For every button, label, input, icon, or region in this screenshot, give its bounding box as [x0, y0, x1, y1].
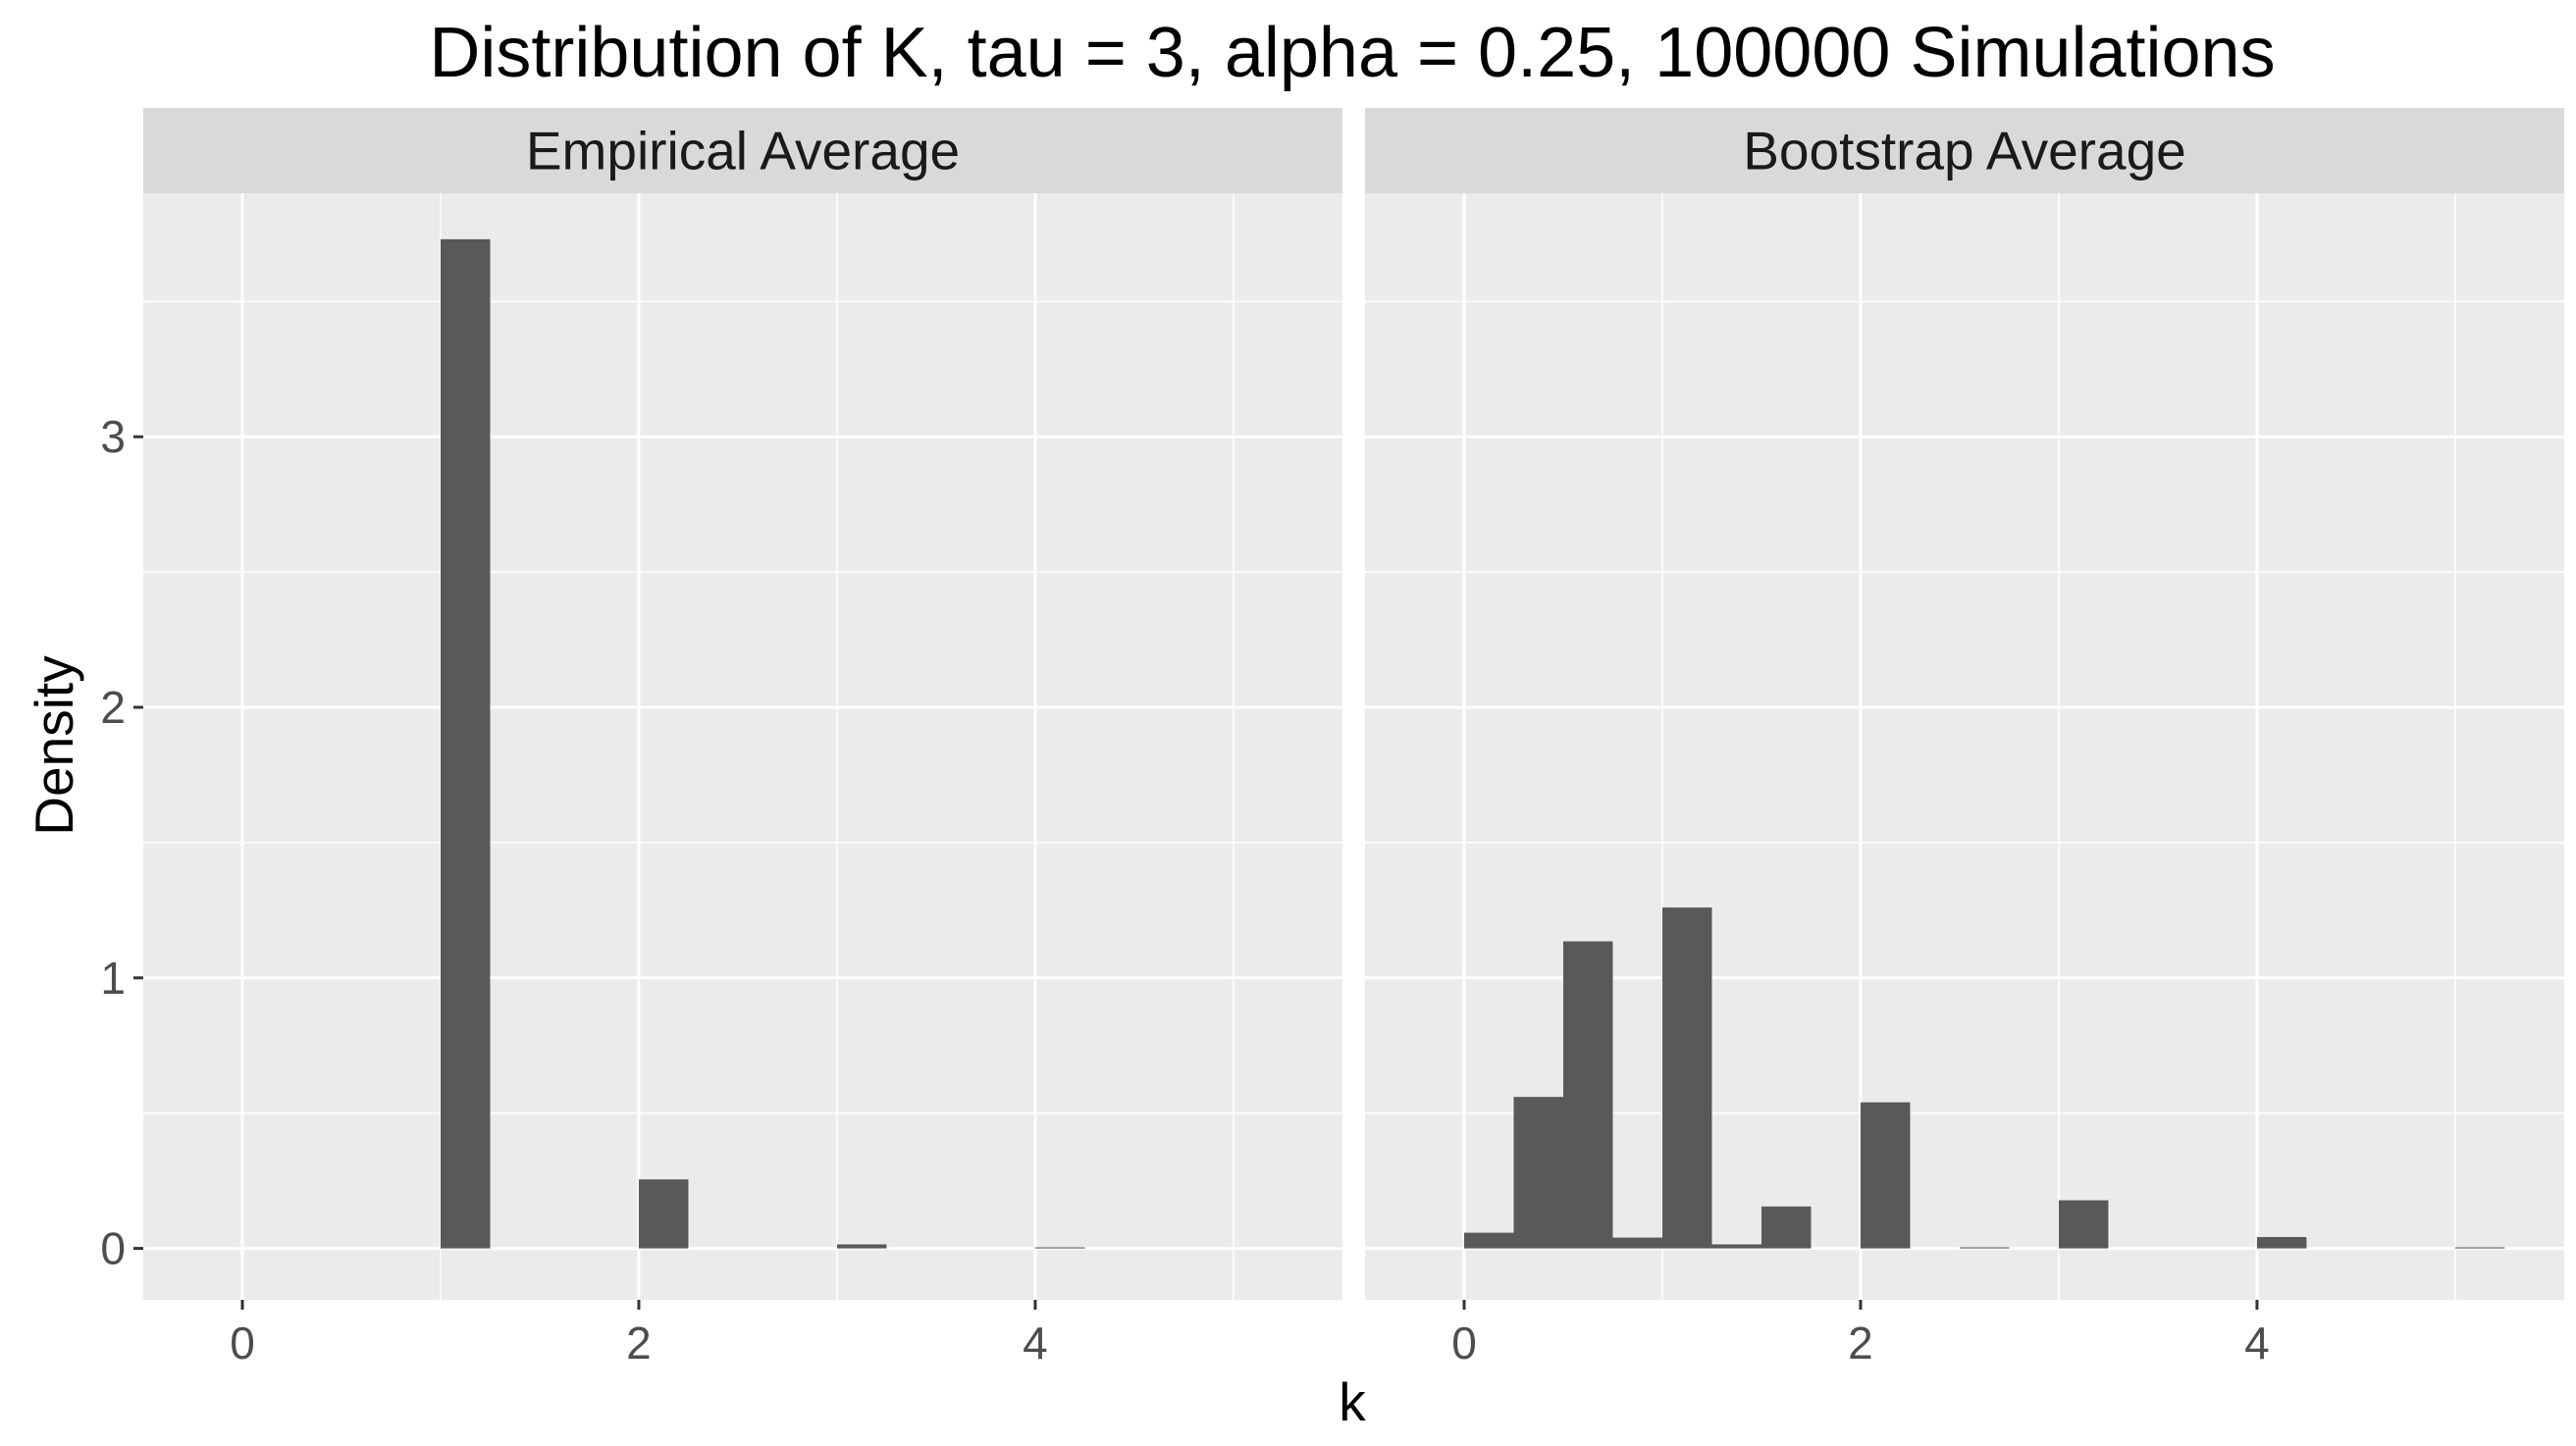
histogram-bar	[1661, 907, 1712, 1249]
histogram-bar	[1034, 1247, 1085, 1249]
y-tick-label: 1	[100, 953, 126, 1004]
chart-title: Distribution of K, tau = 3, alpha = 0.25…	[429, 14, 2275, 92]
x-tick-label: 0	[230, 1317, 255, 1369]
facet-panels: Empirical Average 0 2 4 Bootstrap Average 0 2 4	[143, 108, 2564, 1369]
x-tick-label: 0	[1451, 1317, 1477, 1369]
histogram-bar	[1761, 1206, 1812, 1249]
histogram-bar	[836, 1244, 887, 1249]
histogram-bar	[1562, 941, 1613, 1249]
histogram-bar	[1711, 1244, 1761, 1249]
y-axis-title: Density	[24, 655, 84, 836]
x-tick-label: 4	[2244, 1317, 2270, 1369]
facet-strip-label: Bootstrap Average	[1743, 121, 2186, 181]
histogram-bar	[440, 238, 491, 1249]
facet-bootstrap: Bootstrap Average 0 2 4	[1365, 108, 2564, 1369]
histogram-bar	[1860, 1102, 1911, 1249]
histogram-bar	[1463, 1232, 1514, 1249]
facet-empirical: Empirical Average 0 2 4	[143, 108, 1342, 1369]
facet-strip	[143, 108, 1342, 193]
histogram-bar	[2256, 1237, 2307, 1249]
facet-strip	[1365, 108, 2564, 193]
y-tick-label: 3	[100, 411, 126, 462]
x-tick-label: 4	[1023, 1317, 1048, 1369]
x-tick-label: 2	[626, 1317, 652, 1369]
histogram-bar	[2454, 1247, 2505, 1249]
y-tick-label: 2	[100, 682, 126, 733]
y-axis: 0 1 2 3	[100, 411, 143, 1274]
histogram-bar	[1959, 1247, 2010, 1249]
x-tick-label: 2	[1848, 1317, 1873, 1369]
facet-strip-label: Empirical Average	[526, 121, 960, 181]
panel-background	[143, 193, 1342, 1300]
histogram-bar	[638, 1179, 689, 1249]
histogram-bar	[2058, 1200, 2109, 1249]
x-axis-title: k	[1339, 1371, 1366, 1432]
histogram-bar	[1513, 1097, 1563, 1249]
y-tick-label: 0	[100, 1223, 126, 1274]
histogram-bar	[1612, 1237, 1662, 1249]
